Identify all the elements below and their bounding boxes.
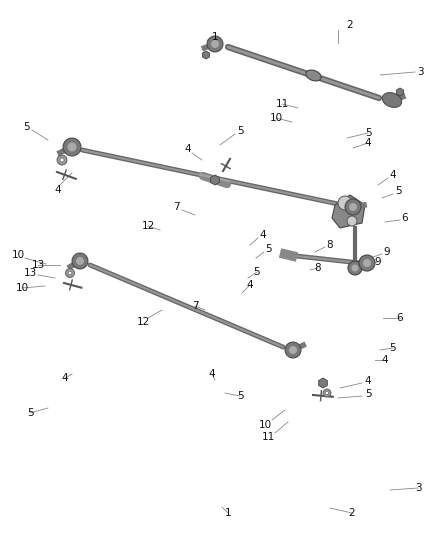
Polygon shape (396, 88, 403, 96)
Circle shape (289, 346, 297, 354)
Circle shape (57, 155, 67, 165)
Text: 11: 11 (261, 432, 275, 442)
Circle shape (76, 257, 84, 265)
Text: 13: 13 (23, 268, 37, 278)
Text: 12: 12 (136, 317, 150, 327)
Ellipse shape (306, 70, 321, 81)
Text: 4: 4 (260, 230, 266, 240)
Circle shape (359, 255, 375, 271)
Text: 11: 11 (276, 99, 289, 109)
Text: 9: 9 (384, 247, 390, 257)
Text: 4: 4 (381, 355, 389, 365)
Text: 4: 4 (365, 376, 371, 386)
Circle shape (207, 36, 223, 52)
Circle shape (72, 253, 88, 269)
Text: 5: 5 (365, 128, 371, 138)
Text: 4: 4 (247, 280, 253, 290)
Circle shape (323, 389, 331, 397)
Text: 10: 10 (258, 420, 272, 430)
Circle shape (348, 261, 362, 275)
Text: 10: 10 (11, 250, 25, 260)
Text: 1: 1 (212, 32, 218, 42)
Text: 7: 7 (192, 301, 198, 311)
Text: 4: 4 (208, 369, 215, 379)
Circle shape (66, 269, 74, 278)
Text: 12: 12 (141, 221, 155, 231)
Polygon shape (211, 175, 219, 185)
Text: 6: 6 (402, 213, 408, 223)
Text: 8: 8 (314, 263, 321, 273)
Text: 5: 5 (23, 122, 29, 132)
Text: 5: 5 (27, 408, 33, 418)
Text: 5: 5 (237, 126, 244, 136)
Circle shape (347, 216, 357, 226)
Circle shape (363, 259, 371, 267)
Text: 2: 2 (349, 508, 355, 518)
Circle shape (285, 342, 301, 358)
Circle shape (63, 138, 81, 156)
Text: 10: 10 (15, 283, 28, 293)
Text: 4: 4 (55, 185, 61, 195)
Text: 13: 13 (32, 260, 45, 270)
Text: 2: 2 (347, 20, 353, 30)
Circle shape (338, 196, 352, 210)
Text: 6: 6 (397, 313, 403, 323)
Circle shape (352, 264, 358, 271)
Circle shape (325, 391, 328, 394)
Polygon shape (319, 378, 327, 388)
Text: 5: 5 (237, 391, 244, 401)
Text: 5: 5 (390, 343, 396, 353)
Circle shape (60, 158, 64, 162)
Circle shape (349, 203, 357, 211)
Text: 5: 5 (395, 186, 401, 196)
Text: 5: 5 (265, 244, 271, 254)
Text: 4: 4 (390, 170, 396, 180)
Text: 5: 5 (365, 389, 371, 399)
Text: 4: 4 (62, 373, 68, 383)
Polygon shape (332, 195, 365, 228)
Circle shape (345, 199, 361, 215)
Text: 7: 7 (173, 202, 179, 212)
Text: 5: 5 (254, 267, 260, 277)
Ellipse shape (382, 93, 402, 108)
Text: 10: 10 (269, 113, 283, 123)
Text: 3: 3 (417, 67, 423, 77)
Polygon shape (202, 51, 209, 59)
Circle shape (211, 40, 219, 48)
Text: 9: 9 (374, 257, 381, 267)
Text: 1: 1 (225, 508, 231, 518)
Text: 4: 4 (365, 138, 371, 148)
Text: 3: 3 (415, 483, 421, 493)
Circle shape (67, 142, 77, 151)
Text: 4: 4 (185, 144, 191, 154)
Circle shape (68, 271, 72, 275)
Text: 8: 8 (327, 240, 333, 250)
